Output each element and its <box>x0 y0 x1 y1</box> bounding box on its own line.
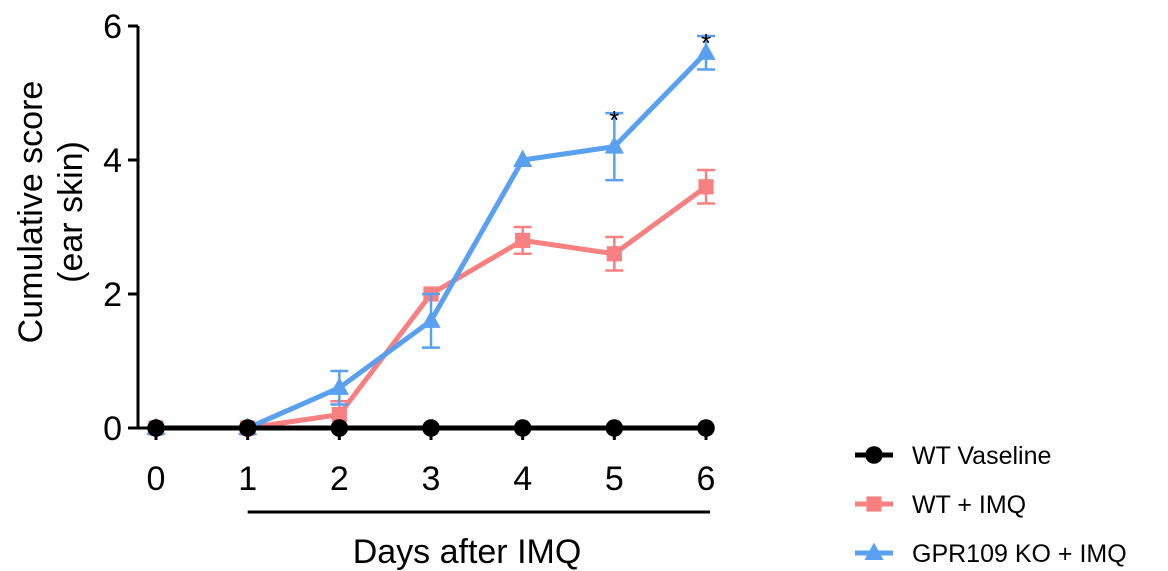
y-tick-label: 6 <box>103 8 122 46</box>
legend-label: WT + IMQ <box>912 491 1026 519</box>
legend-marker <box>865 446 883 464</box>
significance-marker: * <box>701 28 711 58</box>
y-tick-label: 2 <box>103 276 122 314</box>
data-point <box>605 419 624 437</box>
data-point <box>421 310 441 328</box>
data-point <box>513 149 533 168</box>
x-tick-label: 5 <box>605 460 624 498</box>
series-group <box>146 34 716 437</box>
axes: 0 2 4 6 0 1 2 3 4 5 6 Days after IMQ Cumulative scor… <box>12 8 715 571</box>
data-point <box>238 419 257 437</box>
data-point <box>604 136 624 154</box>
significance-marker: * <box>609 105 619 135</box>
series-line <box>156 51 708 431</box>
data-point <box>697 419 715 437</box>
legend-marker <box>864 542 884 561</box>
data-point <box>147 419 165 437</box>
data-point <box>696 42 716 60</box>
x-tick-label: 3 <box>422 460 441 498</box>
data-point <box>513 419 532 437</box>
series-wt-vaseline <box>147 419 715 437</box>
y-tick-label: 0 <box>103 410 122 448</box>
y-axis-title-line: (ear skin) <box>52 141 90 283</box>
x-tick-label: 6 <box>697 460 716 498</box>
data-point <box>422 419 440 437</box>
data-point <box>329 377 349 395</box>
series-gpr109-ko-imq <box>146 34 716 436</box>
annotations: ** <box>609 28 711 135</box>
data-point <box>606 246 622 262</box>
legend-marker <box>866 496 882 512</box>
x-tick-label: 1 <box>238 460 257 498</box>
x-axis-title: Days after IMQ <box>353 533 582 571</box>
y-axis-title-line: Cumulative score <box>12 81 50 344</box>
legend: WT Vaseline WT + IMQ GPR109 KO + IMQ <box>855 442 1127 568</box>
legend-label: GPR109 KO + IMQ <box>912 540 1127 568</box>
data-point <box>330 419 349 437</box>
x-tick-label: 2 <box>330 460 349 498</box>
data-point <box>515 232 531 248</box>
y-tick-label: 4 <box>103 142 122 180</box>
data-point <box>698 179 714 195</box>
y-axis-title: Cumulative score (ear skin) <box>12 81 90 344</box>
x-tick-label: 0 <box>147 460 166 498</box>
data-point <box>331 407 347 423</box>
legend-label: WT Vaseline <box>912 442 1051 470</box>
x-tick-label: 4 <box>513 460 532 498</box>
